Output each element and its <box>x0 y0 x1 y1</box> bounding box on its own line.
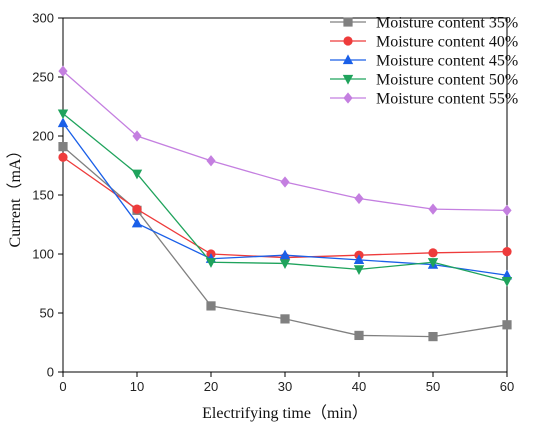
y-tick-label: 300 <box>32 11 54 26</box>
legend-entry: Moisture content 45% <box>330 53 518 70</box>
legend-entry: Moisture content 35% <box>330 15 518 32</box>
data-point <box>353 254 365 264</box>
data-point <box>428 332 438 342</box>
data-point <box>502 204 512 216</box>
data-point <box>279 249 291 260</box>
data-point <box>206 301 216 311</box>
y-tick-label: 100 <box>32 247 54 262</box>
x-tick-label: 0 <box>59 379 66 394</box>
x-tick-label: 10 <box>130 379 144 394</box>
legend: Moisture content 35% Moisture content 40%… <box>330 15 518 108</box>
legend-marker <box>342 74 354 85</box>
y-tick-label: 250 <box>32 70 54 85</box>
legend-marker <box>343 17 353 27</box>
legend-entry: Moisture content 50% <box>330 72 518 89</box>
data-point <box>132 130 142 142</box>
data-point <box>428 203 438 215</box>
legend-label: Moisture content 50% <box>376 72 518 89</box>
legend-entry: Moisture content 40% <box>330 34 518 51</box>
series-layer <box>57 65 513 342</box>
y-tick-label: 150 <box>32 188 54 203</box>
series-4 <box>57 109 513 287</box>
x-tick-label: 50 <box>426 379 440 394</box>
data-point <box>132 204 142 214</box>
legend-label: Moisture content 40% <box>376 34 518 51</box>
data-point <box>280 176 290 188</box>
legend-label: Moisture content 35% <box>376 15 518 32</box>
data-point <box>58 142 68 152</box>
y-tick-label: 50 <box>40 306 54 321</box>
x-tick-label: 40 <box>352 379 366 394</box>
legend-marker <box>343 92 353 104</box>
data-point <box>502 247 512 257</box>
x-tick-label: 30 <box>278 379 292 394</box>
series-5 <box>58 65 512 216</box>
series-3 <box>57 117 513 280</box>
series-1 <box>58 142 512 342</box>
data-point <box>501 277 513 287</box>
y-tick-label: 0 <box>47 365 54 380</box>
data-point <box>501 269 513 280</box>
data-point <box>58 65 68 77</box>
x-tick-label: 20 <box>204 379 218 394</box>
data-point <box>428 248 438 258</box>
x-axis-title: Electrifying time（min） <box>202 404 368 422</box>
legend-marker <box>343 36 353 46</box>
y-axis-title: Current（mA） <box>6 143 24 248</box>
legend-marker <box>342 54 354 65</box>
legend-entry: Moisture content 55% <box>330 91 518 108</box>
data-point <box>206 155 216 167</box>
y-tick-label: 200 <box>32 129 54 144</box>
data-point <box>502 320 512 330</box>
data-point <box>57 117 69 128</box>
data-point <box>279 259 291 270</box>
series-line <box>62 146 508 338</box>
data-point <box>131 217 143 228</box>
series-2 <box>58 152 512 263</box>
data-point <box>354 192 364 205</box>
data-point <box>353 265 365 275</box>
x-tick-label: 60 <box>500 379 514 394</box>
data-point <box>131 169 143 180</box>
data-point <box>205 258 217 268</box>
data-point <box>280 314 290 324</box>
legend-label: Moisture content 55% <box>376 91 518 108</box>
data-point <box>58 152 68 162</box>
data-point <box>427 258 439 268</box>
axes: 0 10 20 30 40 50 60 0 50 100 150 200 250 300 <box>32 11 514 395</box>
data-point <box>354 330 364 341</box>
series-line <box>62 156 508 259</box>
data-point <box>57 109 69 120</box>
legend-label: Moisture content 45% <box>376 53 518 70</box>
